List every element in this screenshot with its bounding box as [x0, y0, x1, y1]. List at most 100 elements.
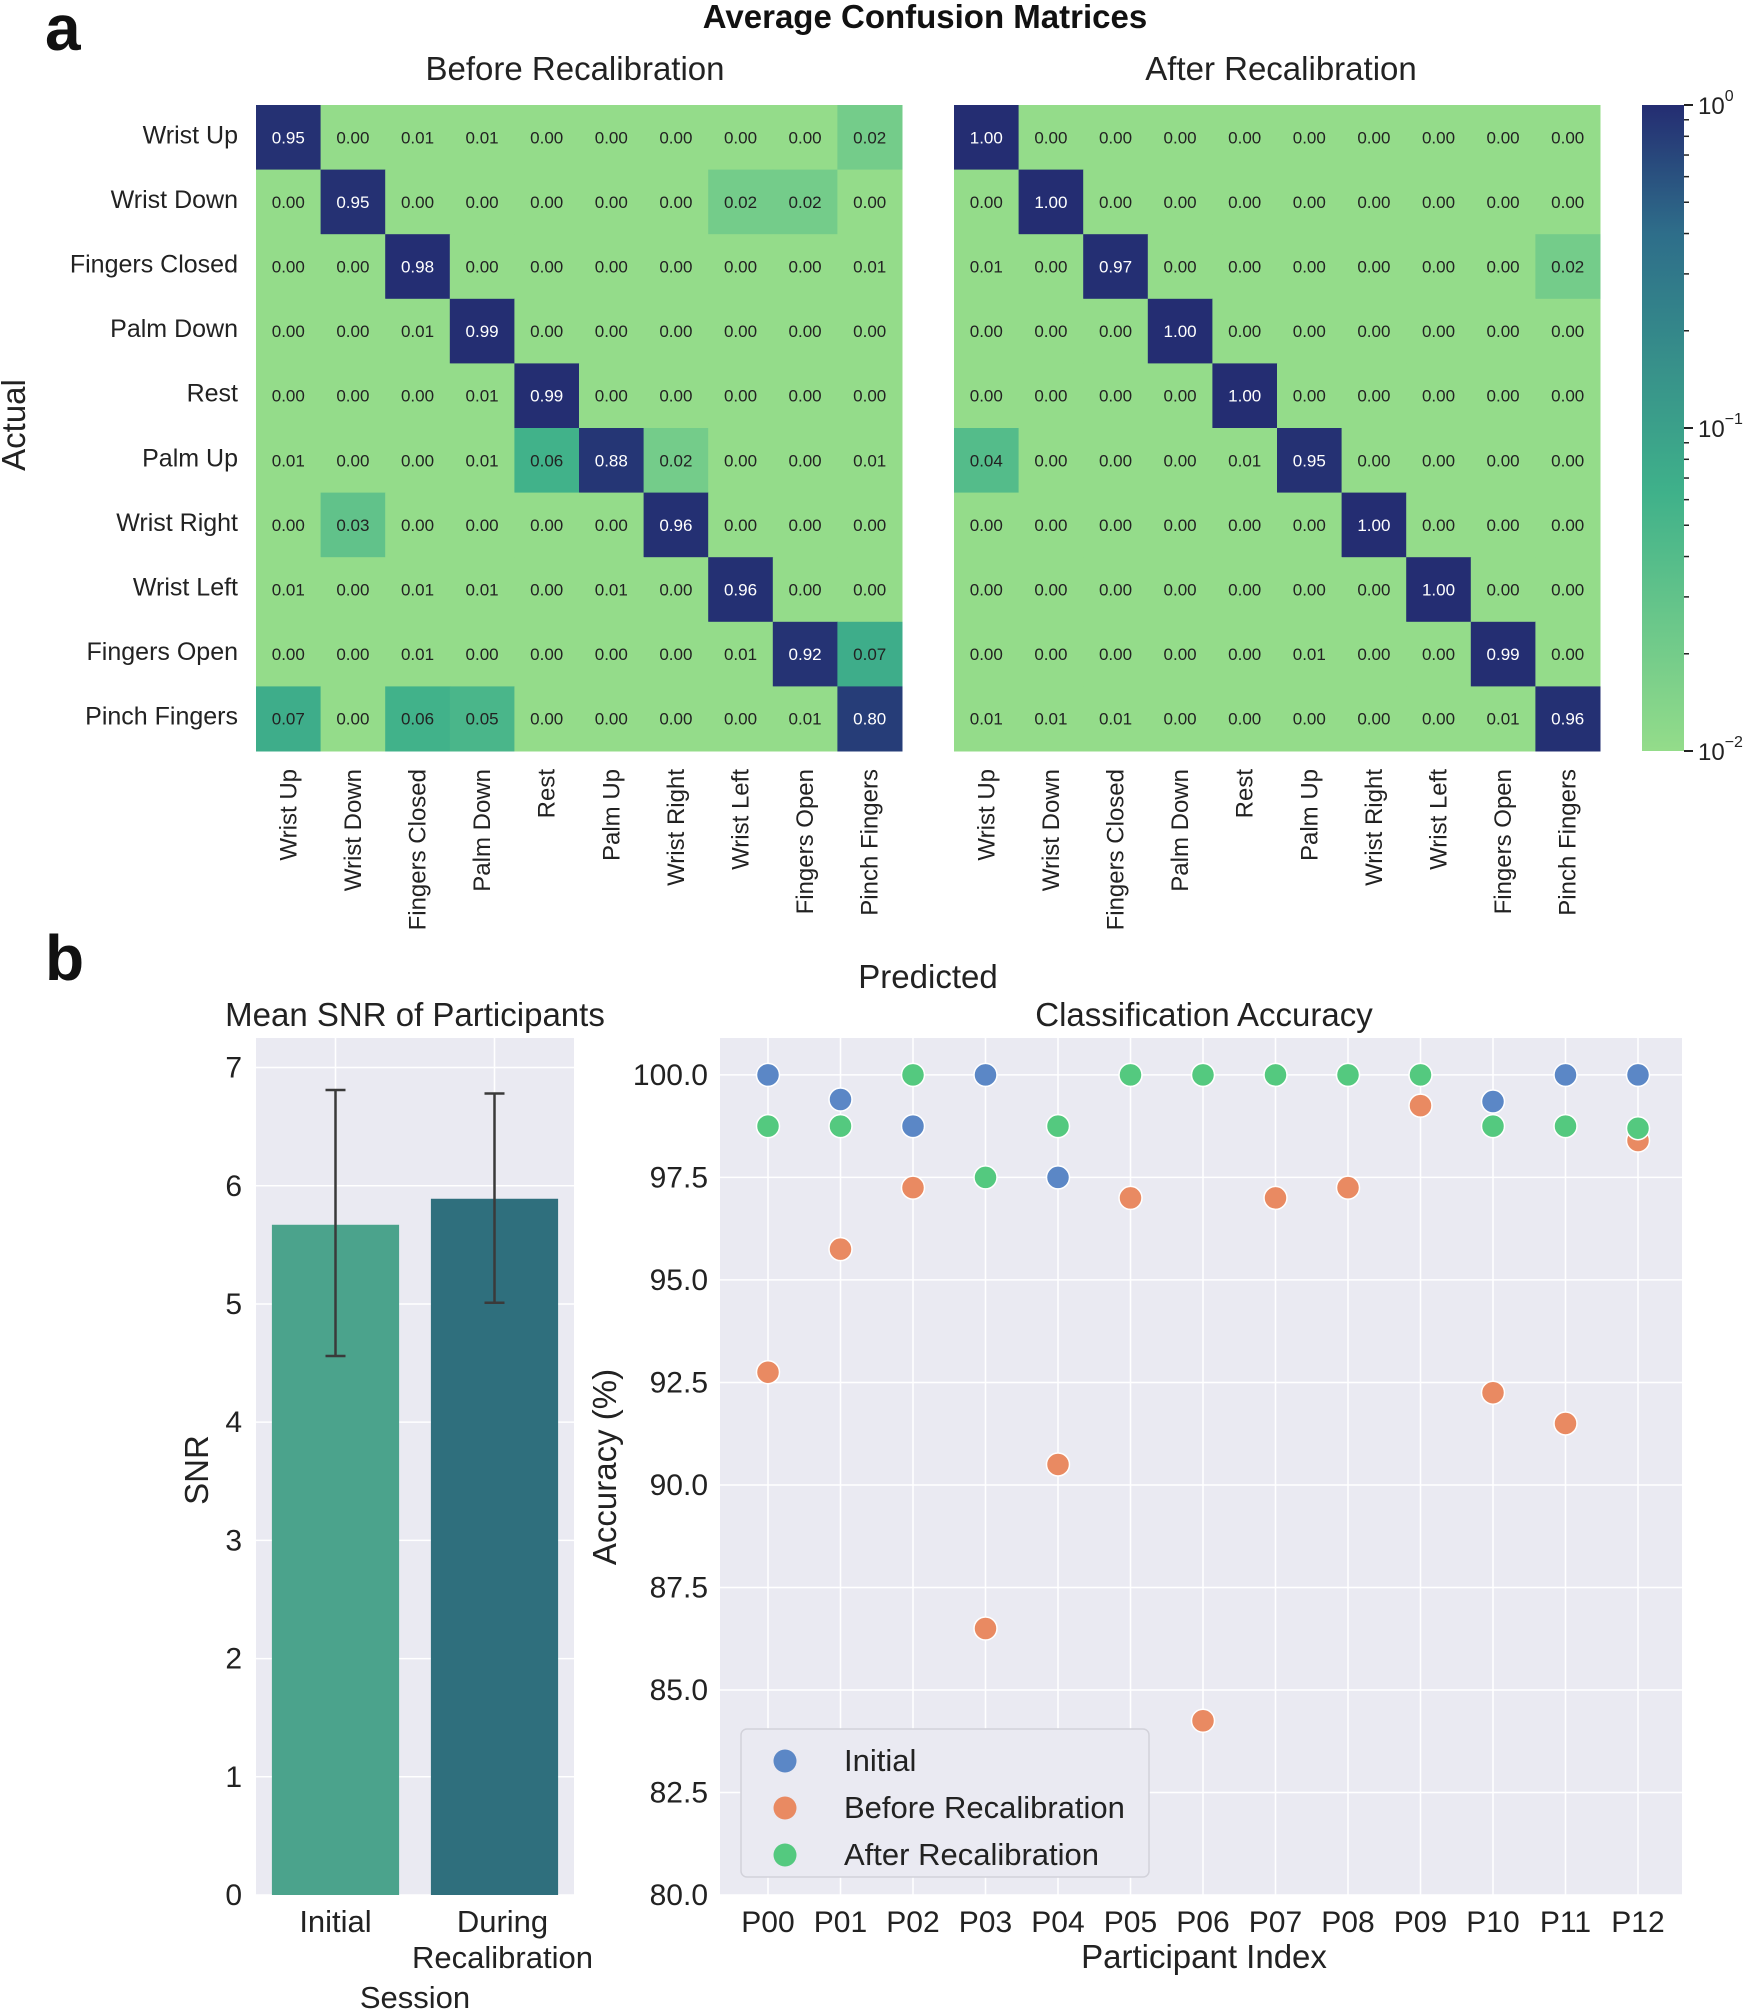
- cell-value-label: 0.01: [401, 581, 434, 600]
- heatmap-cell: [1341, 428, 1407, 494]
- heatmap-cell: [772, 686, 838, 752]
- heatmap-cell: [1212, 169, 1278, 235]
- cell-value-label: 0.01: [401, 322, 434, 341]
- cell-value-label: 0.05: [466, 710, 499, 729]
- cell-value-label: 0.00: [530, 581, 563, 600]
- cell-value-label: 0.00: [1487, 581, 1520, 600]
- cell-value-label: 0.00: [659, 258, 692, 277]
- heatmap-cell: [1406, 363, 1472, 429]
- cell-value-label: 0.00: [1228, 193, 1261, 212]
- cell-value-label: 0.00: [1164, 258, 1197, 277]
- heatmap-cell: [256, 363, 322, 429]
- heatmap-cell: [643, 363, 709, 429]
- y-tick-label: 80.0: [650, 1879, 708, 1912]
- cell-value-label: 0.01: [724, 645, 757, 664]
- cell-value-label: 0.80: [853, 710, 886, 729]
- cell-value-label: 0.00: [272, 322, 305, 341]
- x-tick-label: Fingers Open: [792, 769, 819, 914]
- heatmap-cell: [1212, 363, 1278, 429]
- heatmap-cell: [1147, 686, 1213, 752]
- legend-marker: [773, 1843, 797, 1867]
- cell-value-label: 0.00: [595, 322, 628, 341]
- heatmap-cell: [1212, 105, 1278, 171]
- y-tick-label: 5: [225, 1288, 242, 1321]
- cell-value-label: 0.00: [1099, 516, 1132, 535]
- heatmap-cell: [579, 169, 645, 235]
- heatmap-cell: [385, 363, 451, 429]
- cell-value-label: 0.00: [530, 258, 563, 277]
- heatmap-cell: [320, 492, 386, 558]
- x-tick-label: P04: [1031, 1906, 1084, 1939]
- y-tick-label: 0: [225, 1879, 242, 1912]
- heatmap-cell: [579, 298, 645, 364]
- heatmap-before: 0.95 0.00 0.01 0.01 0.00 0.00 0.00 0.00 0.00 0.02…: [70, 105, 903, 930]
- y-tick-label: 90.0: [650, 1469, 708, 1502]
- cell-value-label: 0.01: [1293, 645, 1326, 664]
- x-tick-label: Rest: [534, 769, 561, 819]
- y-tick-label: Wrist Up: [143, 121, 238, 149]
- cell-value-label: 0.00: [595, 516, 628, 535]
- cell-value-label: 0.00: [1293, 322, 1326, 341]
- heatmap-cell: [449, 234, 515, 300]
- heatmap-cell: [1277, 234, 1343, 300]
- heatmap-cell: [449, 105, 515, 171]
- x-tick-label: Wrist Up: [275, 769, 302, 861]
- x-tick-label: P00: [741, 1906, 794, 1939]
- x-tick-label: P03: [959, 1906, 1012, 1939]
- panel-label-a: a: [45, 0, 81, 64]
- scatter-point: [1045, 1165, 1071, 1190]
- cell-value-label: 0.95: [336, 193, 369, 212]
- x-tick-label: Rest: [1232, 769, 1259, 819]
- cell-value-label: 0.00: [595, 710, 628, 729]
- heatmap-cell: [1535, 428, 1601, 494]
- scatter-point: [1045, 1113, 1071, 1139]
- scatter-point: [1480, 1380, 1506, 1405]
- x-tick-label: Pinch Fingers: [1555, 769, 1582, 916]
- cell-value-label: 0.00: [1422, 387, 1455, 406]
- heatmap-cell: [1277, 686, 1343, 752]
- cell-value-label: 1.00: [1422, 581, 1455, 600]
- heatmap-cell: [1083, 428, 1149, 494]
- cell-value-label: 0.00: [530, 516, 563, 535]
- snr-title: Mean SNR of Participants: [225, 996, 605, 1033]
- heatmap-cell: [256, 105, 322, 171]
- cell-value-label: 0.01: [1228, 451, 1261, 470]
- cell-value-label: 0.99: [1487, 645, 1520, 664]
- heatmap-cell: [1406, 686, 1472, 752]
- heatmap-cell: [1470, 234, 1536, 300]
- scatter-point: [828, 1113, 853, 1139]
- cell-value-label: 0.00: [1228, 322, 1261, 341]
- cell-value-label: 0.00: [1357, 258, 1390, 277]
- scatter-point: [1480, 1089, 1506, 1114]
- heatmap-cell: [1535, 363, 1601, 429]
- cell-value-label: 0.00: [336, 322, 369, 341]
- cell-value-label: 0.00: [789, 516, 822, 535]
- heatmap-cell: [954, 234, 1020, 300]
- cell-value-label: 0.01: [789, 710, 822, 729]
- cell-value-label: 0.01: [466, 451, 499, 470]
- cell-value-label: 0.00: [1228, 645, 1261, 664]
- heatmap-before-title: Before Recalibration: [426, 50, 725, 87]
- heatmap-cell: [256, 686, 322, 752]
- heatmap-cell: [449, 298, 515, 364]
- cell-value-label: 1.00: [1357, 516, 1390, 535]
- cell-value-label: 0.00: [1293, 128, 1326, 147]
- heatmap-cell: [1212, 686, 1278, 752]
- cell-value-label: 0.00: [970, 581, 1003, 600]
- heatmap-cell: [837, 492, 903, 558]
- heatmap-cell: [1277, 621, 1343, 687]
- cell-value-label: 0.00: [1551, 193, 1584, 212]
- heatmap-cell: [837, 298, 903, 364]
- x-tick-label: P11: [1540, 1906, 1591, 1939]
- legend-label: After Recalibration: [844, 1837, 1099, 1872]
- cell-value-label: 0.00: [724, 451, 757, 470]
- heatmap-cell: [1535, 105, 1601, 171]
- cell-value-label: 0.00: [1034, 128, 1067, 147]
- y-tick-label: 87.5: [650, 1571, 708, 1604]
- heatmap-cell: [514, 492, 580, 558]
- heatmap-cell: [772, 428, 838, 494]
- heatmap-cell: [1083, 492, 1149, 558]
- cell-value-label: 0.92: [789, 645, 822, 664]
- cell-value-label: 0.00: [336, 258, 369, 277]
- cell-value-label: 0.00: [1228, 128, 1261, 147]
